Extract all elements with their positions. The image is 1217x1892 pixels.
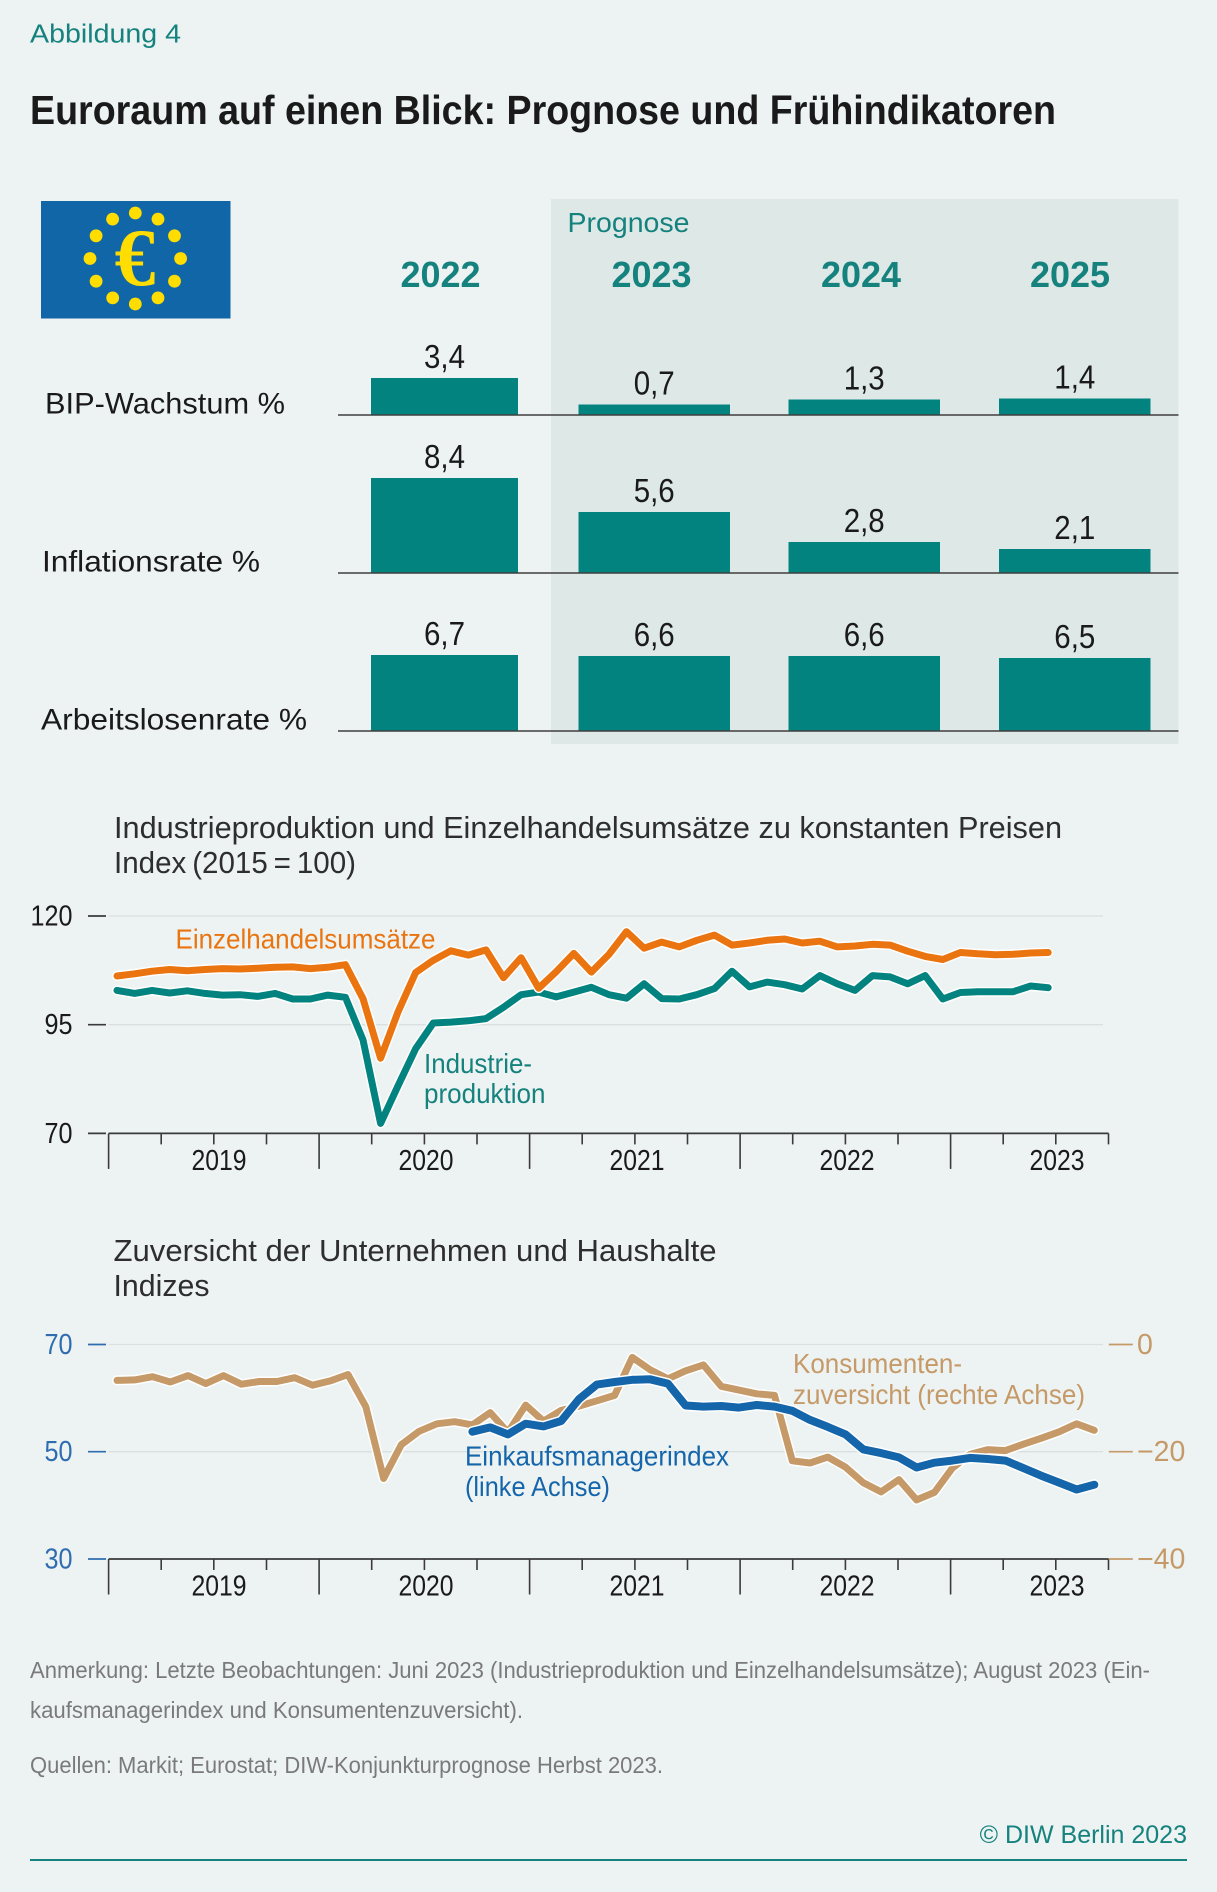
svg-text:Einkaufsmanagerindex: Einkaufsmanagerindex — [465, 1441, 729, 1472]
svg-text:Indizes: Indizes — [114, 1268, 210, 1303]
svg-text:70: 70 — [45, 1329, 73, 1361]
svg-text:2021: 2021 — [610, 1145, 665, 1177]
svg-text:3,4: 3,4 — [424, 338, 465, 375]
svg-text:Zuversicht der Unternehmen und: Zuversicht der Unternehmen und Haushalte — [114, 1233, 717, 1268]
svg-text:6,5: 6,5 — [1054, 618, 1095, 655]
svg-text:0,7: 0,7 — [634, 365, 675, 402]
svg-text:6,6: 6,6 — [844, 616, 885, 653]
svg-text:2,1: 2,1 — [1054, 509, 1095, 546]
svg-text:Einzelhandelsumsätze: Einzelhandelsumsätze — [176, 924, 436, 955]
svg-text:120: 120 — [31, 901, 73, 933]
svg-text:5,6: 5,6 — [634, 472, 675, 509]
svg-text:BIP-Wachstum %: BIP-Wachstum % — [45, 388, 285, 421]
svg-text:2020: 2020 — [399, 1571, 454, 1603]
svg-text:−20: −20 — [1137, 1436, 1185, 1468]
svg-text:Industrie-: Industrie- — [424, 1048, 532, 1079]
svg-text:−40: −40 — [1137, 1544, 1185, 1576]
svg-text:30: 30 — [45, 1544, 73, 1576]
svg-text:2020: 2020 — [399, 1145, 454, 1177]
svg-text:Prognose: Prognose — [568, 207, 690, 238]
svg-text:0: 0 — [1137, 1329, 1153, 1361]
svg-text:2022: 2022 — [400, 254, 480, 295]
svg-text:Abbildung 4: Abbildung 4 — [30, 21, 181, 49]
svg-text:2,8: 2,8 — [844, 502, 885, 539]
svg-text:70: 70 — [45, 1118, 73, 1150]
svg-text:zuversicht (rechte Achse): zuversicht (rechte Achse) — [793, 1379, 1085, 1410]
svg-text:2025: 2025 — [1030, 254, 1110, 295]
svg-text:50: 50 — [45, 1436, 73, 1468]
svg-text:2023: 2023 — [1030, 1571, 1085, 1603]
svg-text:2024: 2024 — [821, 254, 901, 295]
svg-text:Anmerkung: Letzte Beobachtunge: Anmerkung: Letzte Beobachtungen: Juni 20… — [30, 1657, 1150, 1683]
svg-text:Inflationsrate %: Inflationsrate % — [42, 546, 260, 579]
svg-text:Index (2015 = 100): Index (2015 = 100) — [114, 845, 356, 880]
svg-text:2023: 2023 — [1030, 1145, 1085, 1177]
svg-text:€: € — [115, 212, 156, 303]
svg-text:2021: 2021 — [610, 1571, 665, 1603]
svg-text:2023: 2023 — [611, 254, 691, 295]
svg-text:Quellen: Markit; Eurostat; DIW: Quellen: Markit; Eurostat; DIW-Konjunktu… — [30, 1752, 663, 1778]
svg-text:1,3: 1,3 — [844, 360, 885, 397]
svg-text:produktion: produktion — [424, 1078, 546, 1109]
svg-text:kaufsmanagerindex und Konsumen: kaufsmanagerindex und Konsumentenzuversi… — [30, 1697, 523, 1723]
svg-text:© DIW Berlin 2023: © DIW Berlin 2023 — [980, 1821, 1187, 1849]
svg-text:95: 95 — [45, 1009, 73, 1041]
svg-text:6,7: 6,7 — [424, 615, 465, 652]
svg-text:Industrieproduktion und Einzel: Industrieproduktion und Einzelhandelsums… — [114, 810, 1062, 845]
svg-text:6,6: 6,6 — [634, 616, 675, 653]
svg-text:Euroraum auf einen Blick: Prog: Euroraum auf einen Blick: Prognose und F… — [30, 87, 1056, 133]
svg-text:2019: 2019 — [192, 1571, 247, 1603]
svg-text:8,4: 8,4 — [424, 438, 465, 475]
svg-text:(linke Achse): (linke Achse) — [465, 1471, 610, 1502]
svg-text:Konsumenten-: Konsumenten- — [793, 1348, 962, 1379]
svg-text:1,4: 1,4 — [1054, 359, 1095, 396]
svg-text:2022: 2022 — [820, 1571, 875, 1603]
svg-text:2019: 2019 — [192, 1145, 247, 1177]
svg-text:2022: 2022 — [820, 1145, 875, 1177]
svg-text:Arbeitslosenrate %: Arbeitslosenrate % — [41, 704, 307, 737]
